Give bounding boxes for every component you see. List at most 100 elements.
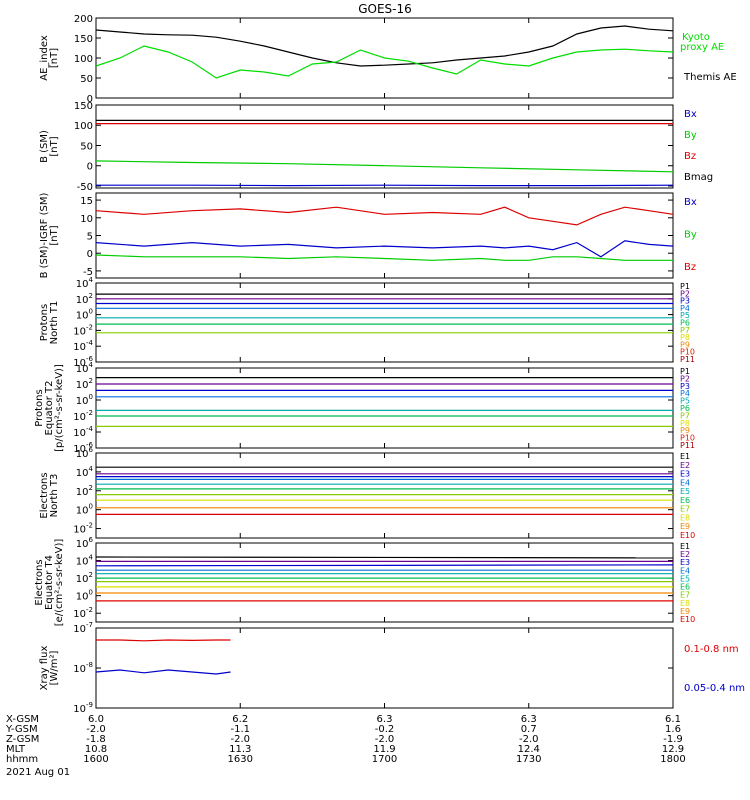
legend-entry: E4 bbox=[680, 566, 690, 575]
panel-3: 15 10 5 0 -5 B (SM)-IGRF (SM) [nT] Bx By Bz bbox=[39, 192, 697, 279]
legend-entry: By bbox=[684, 130, 697, 141]
footer-value: 6.1 bbox=[665, 714, 681, 725]
y-tick-label: 100 bbox=[76, 503, 93, 517]
footer-value: -2.0 bbox=[230, 734, 250, 745]
y-axis-label: [nT] bbox=[49, 136, 60, 156]
legend-entry: Bz bbox=[684, 262, 696, 273]
y-tick-label: 104 bbox=[76, 361, 94, 375]
footer-value: 0.7 bbox=[521, 724, 537, 735]
legend-entry: E2 bbox=[680, 550, 690, 559]
series-line-by bbox=[95, 160, 674, 173]
y-axis-label: Equator T2 bbox=[44, 381, 55, 436]
y-tick-label: 50 bbox=[80, 141, 93, 152]
legend-entry: P11 bbox=[680, 441, 695, 450]
footer-row-label: MLT bbox=[6, 744, 26, 755]
legend-entry: P6 bbox=[680, 319, 690, 328]
y-tick-label: 150 bbox=[74, 34, 93, 45]
panel-frame bbox=[95, 452, 674, 539]
legend-entry: E2 bbox=[680, 461, 690, 470]
y-tick-label: -5 bbox=[83, 267, 93, 278]
y-axis-label: Electrons bbox=[34, 559, 45, 605]
footer-value: 10.8 bbox=[85, 744, 107, 755]
legend-entry: E7 bbox=[680, 505, 690, 514]
footer-value: 11.9 bbox=[373, 744, 395, 755]
plot-title: GOES-16 bbox=[358, 2, 412, 16]
legend-entry: E8 bbox=[680, 513, 690, 522]
footer-date: 2021 Aug 01 bbox=[6, 767, 70, 778]
series-line-themis-ae bbox=[95, 25, 674, 67]
y-axis-label: North T1 bbox=[49, 301, 60, 345]
y-tick-label: 10-2 bbox=[73, 409, 93, 423]
legend-entry: E9 bbox=[680, 522, 690, 531]
y-axis-label: [nT] bbox=[49, 225, 60, 245]
y-axis-label: Electrons bbox=[39, 472, 50, 518]
footer-value: 12.9 bbox=[662, 744, 684, 755]
y-tick-label: 106 bbox=[76, 446, 94, 460]
legend-entry: P4 bbox=[680, 389, 690, 398]
series-line-e1 bbox=[95, 556, 674, 559]
legend-entry: P10 bbox=[680, 434, 695, 443]
footer-value: 6.0 bbox=[88, 714, 104, 725]
series-line-kyoto-proxy-ae bbox=[95, 45, 674, 79]
panel-2: 150 100 50 0 -50 B (SM) [nT] Bx By Bz Bmag bbox=[39, 101, 713, 193]
y-tick-label: 0 bbox=[87, 94, 93, 105]
footer-value: -1.8 bbox=[86, 734, 106, 745]
y-axis-label: AE_index bbox=[39, 35, 50, 81]
y-axis-label: B (SM)-IGRF (SM) bbox=[39, 193, 50, 279]
y-tick-label: 5 bbox=[87, 232, 93, 243]
legend-entry: P1 bbox=[680, 367, 690, 376]
legend-entry: P3 bbox=[680, 297, 690, 306]
legend-entry: E9 bbox=[680, 607, 690, 616]
legend-entry: P3 bbox=[680, 382, 690, 391]
legend-entry: Bx bbox=[684, 109, 697, 120]
y-tick-label: 10 bbox=[80, 214, 93, 225]
panel-5: 104 102 100 10-2 10-4 10-6 Protons Equator T2 [p… bbox=[34, 361, 695, 455]
legend-entry: P8 bbox=[680, 419, 690, 428]
legend-entry: P2 bbox=[680, 374, 690, 383]
y-tick-label: 102 bbox=[76, 292, 93, 306]
y-tick-label: 100 bbox=[76, 393, 93, 407]
legend-entry: 0.1-0.8 nm bbox=[684, 644, 739, 655]
y-tick-label: 10-2 bbox=[73, 606, 93, 620]
y-tick-label: 104 bbox=[76, 276, 94, 290]
legend-entry: E3 bbox=[680, 470, 690, 479]
legend-entry: P10 bbox=[680, 348, 695, 357]
y-tick-label: 150 bbox=[74, 101, 93, 112]
y-tick-label: 100 bbox=[74, 121, 93, 132]
y-axis-label: Protons bbox=[39, 304, 50, 341]
footer-value: -2.0 bbox=[519, 734, 539, 745]
series-line-by bbox=[95, 254, 673, 261]
legend-entry: P9 bbox=[680, 426, 690, 435]
y-tick-label: 10-6 bbox=[73, 441, 93, 455]
y-tick-label: -50 bbox=[77, 182, 93, 193]
y-axis-label: [p/(cm²-s-sr-keV)] bbox=[54, 364, 65, 452]
legend-entry: P8 bbox=[680, 333, 690, 342]
legend-entry: E6 bbox=[680, 583, 690, 592]
footer-value: 6.3 bbox=[521, 714, 537, 725]
legend-entry: P2 bbox=[680, 289, 690, 298]
footer-value: 1600 bbox=[83, 754, 108, 765]
y-tick-label: 10-6 bbox=[73, 355, 93, 369]
legend-entry: Bz bbox=[684, 151, 696, 162]
y-tick-label: 10-4 bbox=[73, 339, 93, 353]
legend-entry: Kyoto bbox=[682, 32, 710, 43]
y-tick-label: 104 bbox=[76, 554, 94, 568]
legend-entry: By bbox=[684, 230, 697, 241]
y-tick-label: 10-4 bbox=[73, 425, 93, 439]
footer-value: 12.4 bbox=[518, 744, 540, 755]
y-tick-label: 0 bbox=[87, 162, 93, 173]
legend-entry: E4 bbox=[680, 478, 690, 487]
y-tick-label: 100 bbox=[76, 589, 93, 603]
y-axis-label: [W/m²] bbox=[49, 650, 60, 685]
legend-entry: P5 bbox=[680, 311, 690, 320]
legend-entry: E8 bbox=[680, 599, 690, 608]
y-axis-label: B (SM) bbox=[39, 130, 50, 163]
y-axis-label: [nT] bbox=[49, 48, 60, 68]
footer-row-label: Y-GSM bbox=[5, 724, 38, 735]
series-line-bx bbox=[95, 240, 674, 258]
footer-value: 6.2 bbox=[232, 714, 248, 725]
panel-frame bbox=[95, 367, 674, 449]
panel-frame bbox=[95, 104, 674, 189]
legend-entry: Bmag bbox=[684, 172, 713, 183]
